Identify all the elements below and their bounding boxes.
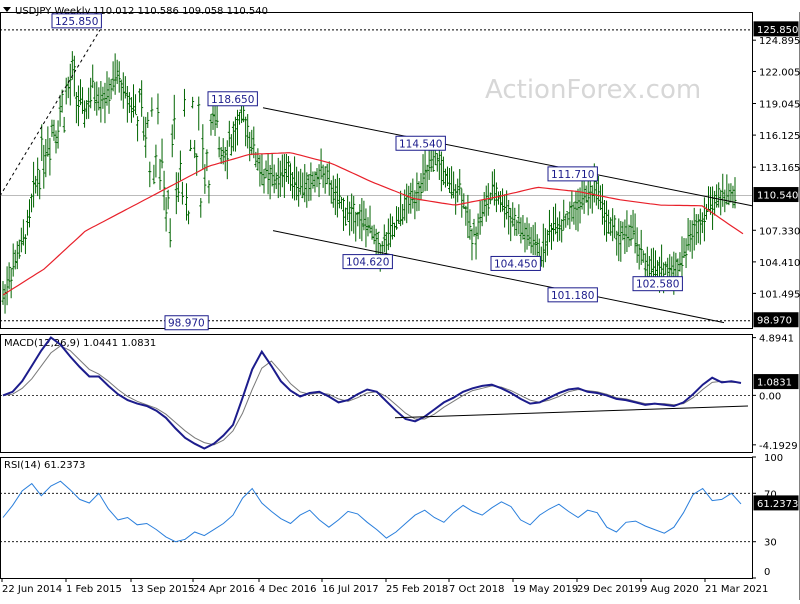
price-bottom-label-box [753,312,799,328]
level-label: 118.650 [211,94,254,106]
rsi-current-label-box [753,495,799,511]
level-label-box [547,287,598,303]
price-y-label: 107.330 [759,226,800,237]
level-label-box [51,13,102,29]
macd-current-label: 1.0831 [757,378,792,389]
header-ohlc: 110.012 110.586 109.058 110.540 [93,6,268,17]
header-symbol: USDJPY,Weekly [15,6,91,17]
price-y-label: 104.410 [759,258,800,269]
rsi-label: RSI(14) 61.2373 [4,460,85,471]
macd-label: MACD(12,26,9) 1.0441 1.0831 [4,338,156,349]
level-label-box [547,166,598,182]
price-current-label: 110.540 [757,191,798,202]
price-y-label: 119.045 [759,99,800,110]
level-label-box [632,276,683,292]
level-label: 102.580 [636,279,679,291]
lower-channel-line [272,230,725,324]
x-tick-label: 9 Aug 2020 [641,584,699,595]
level-label: 98.970 [168,318,205,330]
price-top-label: 125.850 [757,25,798,36]
level-label: 111.710 [551,169,594,181]
level-label-box [164,315,209,331]
rsi-y-label: 70 [764,489,777,500]
macd-y-label: 4.8941 [759,334,794,345]
level-label-box [342,254,393,270]
price-y-label: 124.895 [759,36,800,47]
watermark: ActionForex.com [485,75,701,105]
rsi-y-label: 100 [764,453,783,464]
x-tick-label: 22 Jun 2014 [2,584,62,595]
moving-average-line [2,152,744,296]
price-bottom-label: 98.970 [757,316,792,327]
x-tick-label: 21 Mar 2021 [705,584,768,595]
level-label: 114.540 [399,138,442,150]
x-tick-label: 19 May 2019 [513,584,578,595]
macd-main-line [2,336,742,450]
macd-trendline [394,405,749,419]
x-tick-label: 29 Dec 2019 [577,584,641,595]
level-label: 101.180 [551,290,594,302]
price-y-label: 113.165 [759,163,800,174]
rsi-current-label: 61.2373 [757,499,798,510]
price-y-label: 116.125 [759,131,800,142]
level-label: 104.450 [494,258,537,270]
price-pane-frame [0,12,753,329]
price-y-label: 122.005 [759,67,800,78]
x-tick-label: 16 Jul 2017 [322,584,379,595]
level-label: 125.850 [55,16,98,28]
x-tick-label: 1 Feb 2015 [66,584,122,595]
macd-y-label: 0.00 [759,391,781,402]
price-y-label: 101.495 [759,289,800,300]
price-current-label-box [753,187,799,203]
level-label: 104.620 [346,257,389,269]
macd-signal-line [2,345,742,446]
level-label-box [490,255,541,271]
rsi-line [2,480,742,543]
rsi-pane-frame [0,457,753,579]
x-tick-label: 4 Dec 2016 [259,584,317,595]
x-tick-label: 24 Apr 2016 [193,584,255,595]
x-tick-label: 25 Feb 2018 [386,584,448,595]
macd-y-label: -4.1929 [759,441,798,452]
header-dropdown-icon[interactable] [3,7,11,12]
rsi-y-label: 30 [764,538,777,549]
macd-current-label-box [753,374,799,390]
rsi-y-label: 0 [764,567,770,578]
level-label-box [207,91,258,107]
upper-channel-line [262,107,753,207]
price-top-label-box [753,21,799,37]
rise-trendline [0,29,101,197]
macd-pane-frame [0,334,753,453]
x-tick-label: 7 Oct 2018 [449,584,504,595]
level-label-box [395,135,446,151]
x-tick-label: 13 Sep 2015 [131,584,194,595]
